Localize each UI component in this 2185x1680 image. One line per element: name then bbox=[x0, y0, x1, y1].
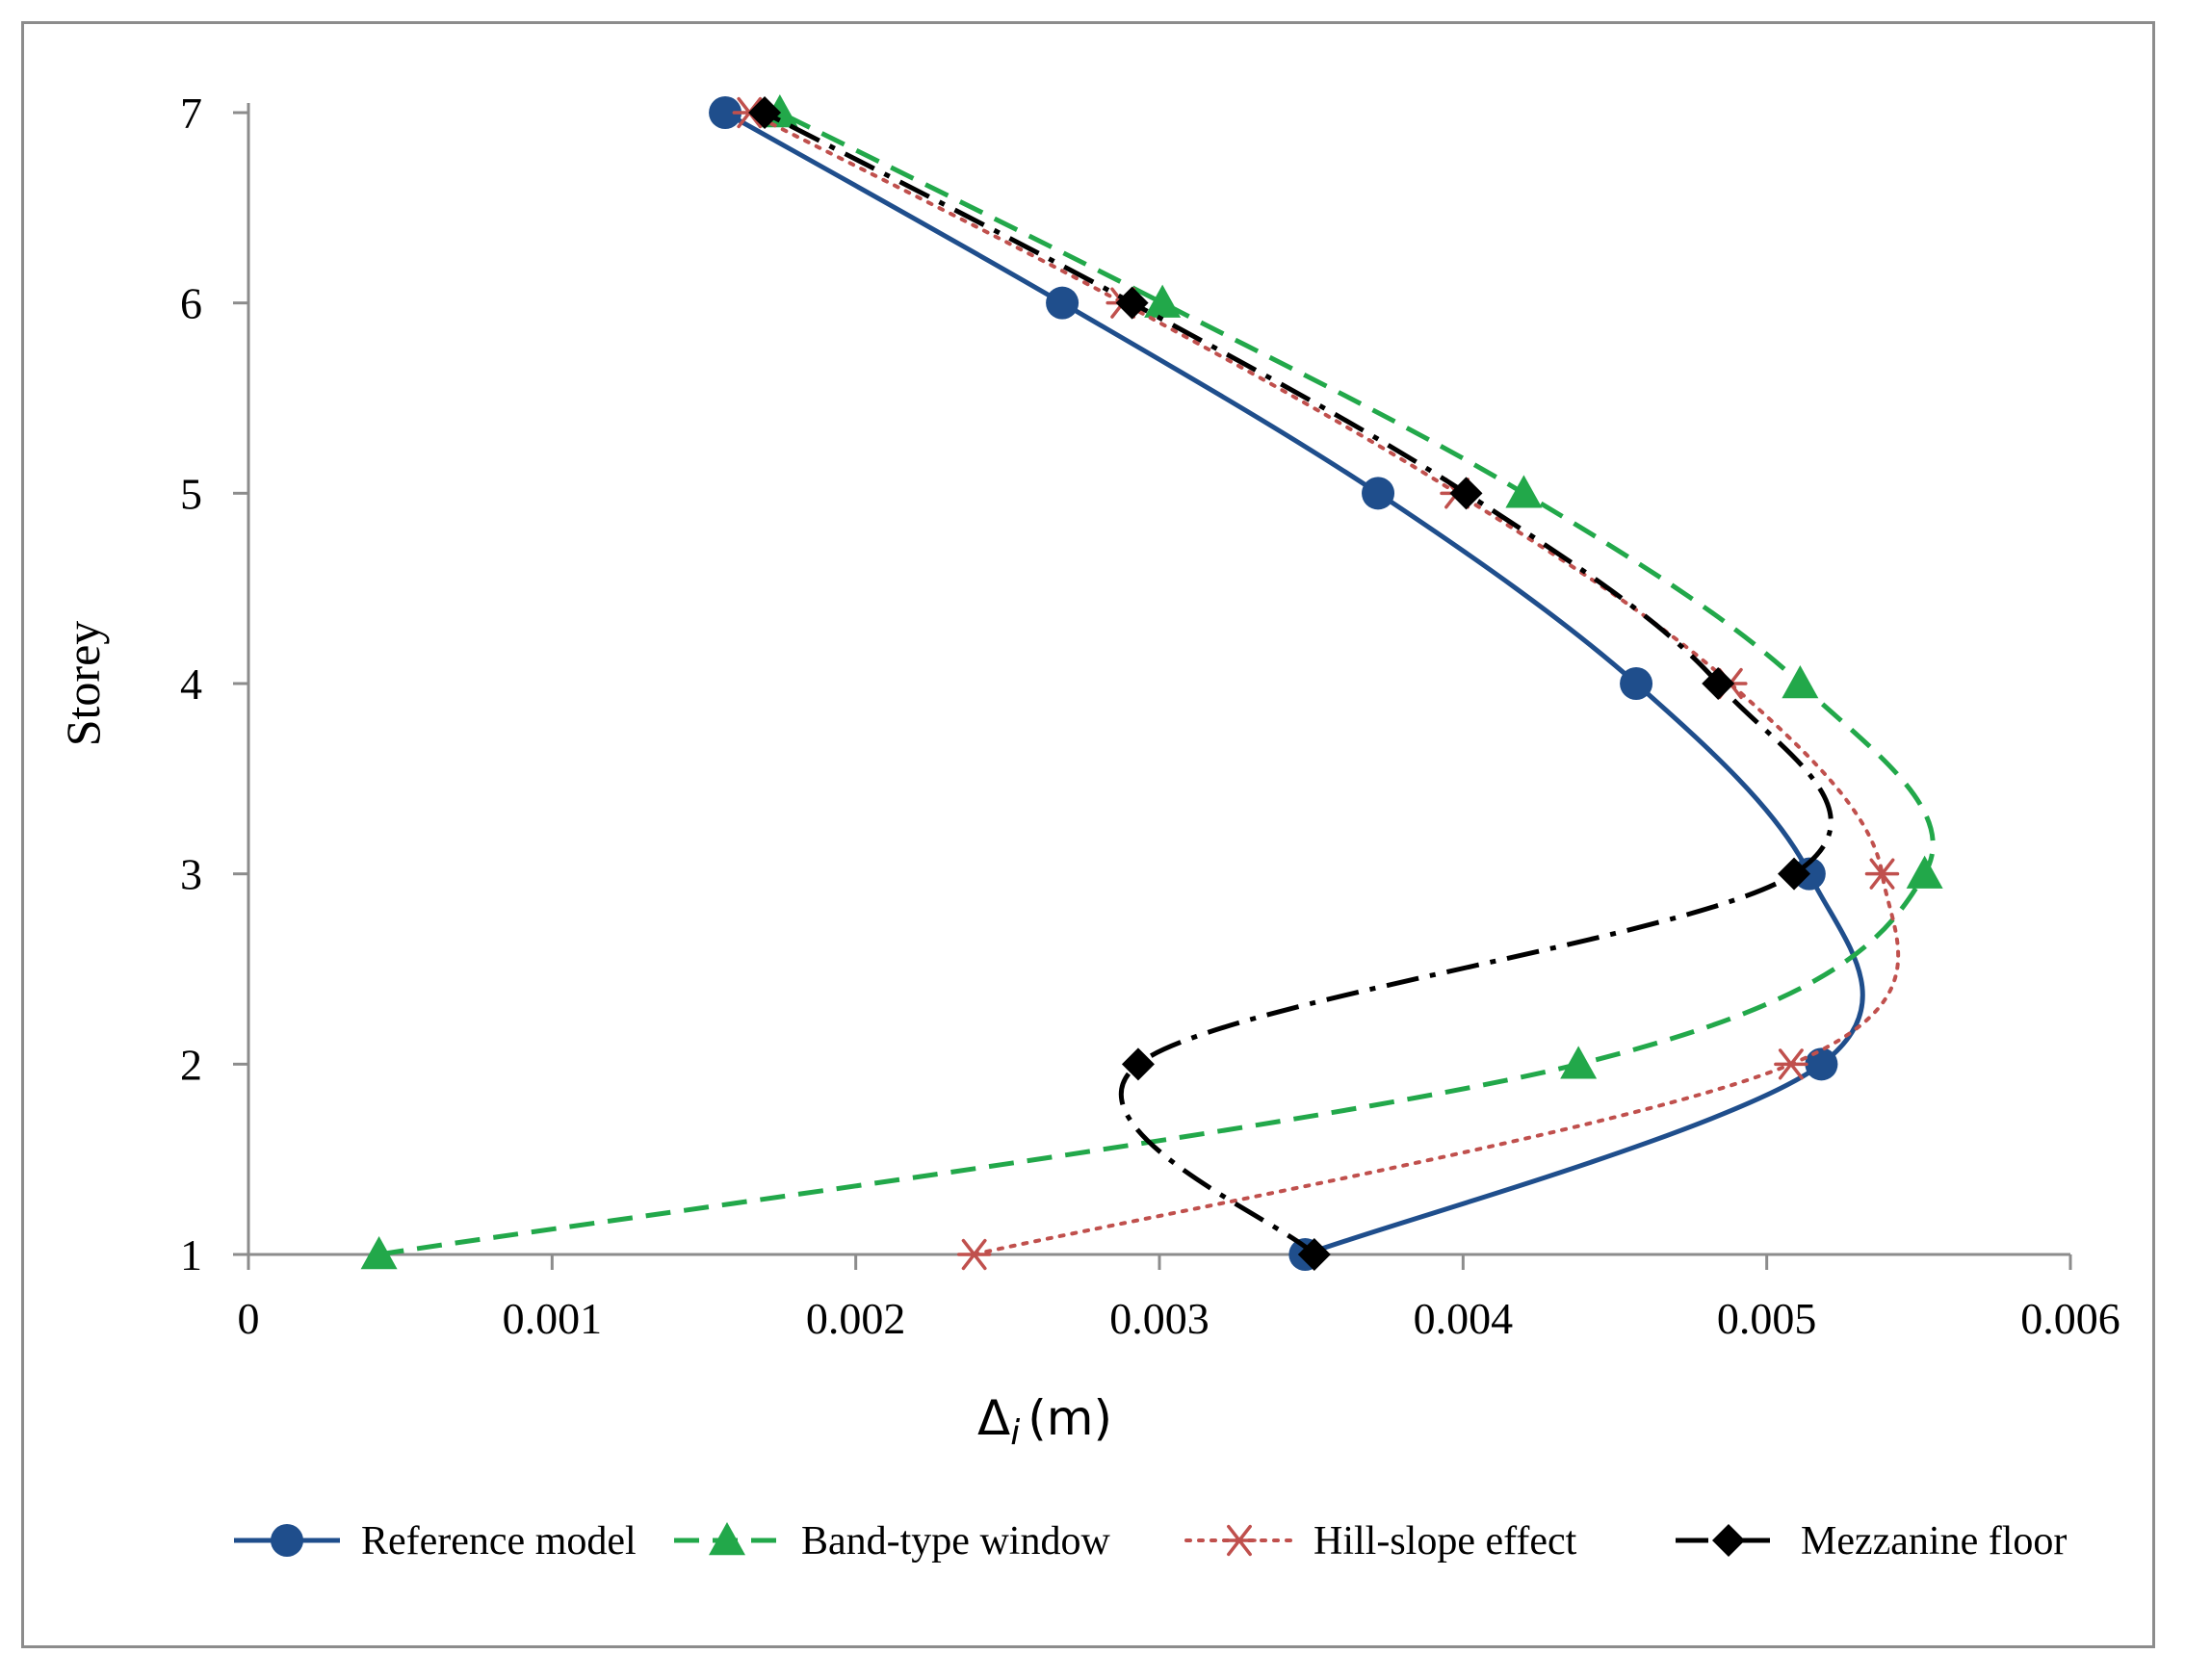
y-tick-label: 6 bbox=[180, 279, 202, 328]
legend-label: Reference model bbox=[361, 1519, 637, 1564]
y-tick-label: 2 bbox=[180, 1040, 202, 1089]
legend-marker bbox=[1222, 1524, 1257, 1557]
legend-label: Mezzanine floor bbox=[1801, 1519, 2067, 1564]
data-point bbox=[1046, 286, 1079, 320]
x-tick-label: 0.003 bbox=[1109, 1294, 1210, 1343]
series-line bbox=[763, 110, 1834, 1256]
x-axis-title-unit: (m) bbox=[1027, 1390, 1112, 1446]
marker-stroke bbox=[961, 1238, 987, 1271]
data-point bbox=[1362, 477, 1395, 510]
marker-stroke bbox=[1869, 858, 1895, 890]
legend: Reference model Band-type window Hill-slop… bbox=[234, 1519, 2067, 1564]
marker-stroke bbox=[1227, 1524, 1252, 1557]
data-point bbox=[1702, 667, 1735, 700]
data-point bbox=[1774, 1048, 1808, 1080]
y-tick-label: 1 bbox=[180, 1230, 202, 1279]
legend-item: Hill-slope effect bbox=[1184, 1519, 1577, 1564]
x-axis-title: Δi (m) bbox=[977, 1390, 1112, 1453]
y-tick-label: 7 bbox=[180, 89, 202, 138]
x-tick-label: 0.002 bbox=[806, 1294, 906, 1343]
data-point bbox=[1560, 1046, 1598, 1079]
legend-item: Mezzanine floor bbox=[1676, 1519, 2067, 1564]
x-tick-label: 0.004 bbox=[1414, 1294, 1514, 1343]
series-mezzanine-floor bbox=[748, 96, 1834, 1271]
legend-item: Band-type window bbox=[674, 1519, 1110, 1564]
y-tick-label: 5 bbox=[180, 469, 202, 518]
legend-item: Reference model bbox=[234, 1519, 637, 1564]
legend-label: Hill-slope effect bbox=[1314, 1519, 1577, 1564]
x-tick-label: 0.005 bbox=[1717, 1294, 1817, 1343]
data-point bbox=[1449, 477, 1483, 510]
series-reference-model bbox=[709, 96, 1865, 1271]
data-point bbox=[709, 96, 742, 129]
legend-marker bbox=[1712, 1524, 1745, 1557]
data-point bbox=[748, 96, 782, 129]
chart-frame bbox=[21, 21, 2155, 1648]
data-point bbox=[1778, 857, 1811, 891]
axes bbox=[233, 103, 2072, 1270]
data-point bbox=[1115, 286, 1149, 320]
series-line bbox=[723, 110, 1865, 1257]
data-point bbox=[1906, 855, 1943, 889]
legend-marker bbox=[709, 1522, 745, 1556]
data-point bbox=[1864, 858, 1900, 890]
data-point bbox=[1121, 1047, 1155, 1081]
x-axis-title-symbol: Δ bbox=[977, 1390, 1010, 1446]
data-point bbox=[1144, 284, 1182, 318]
x-tick-label: 0 bbox=[238, 1294, 260, 1343]
data-point bbox=[1805, 1047, 1838, 1081]
data-point bbox=[1297, 1238, 1331, 1271]
y-axis-title: Storey bbox=[56, 621, 110, 747]
series-line bbox=[378, 110, 1936, 1257]
x-tick-label: 0.001 bbox=[503, 1294, 603, 1343]
y-tick-label: 4 bbox=[180, 659, 202, 709]
data-point bbox=[1620, 667, 1653, 700]
series-layer bbox=[360, 94, 1943, 1271]
series-line bbox=[747, 111, 1901, 1256]
legend-marker bbox=[271, 1524, 303, 1557]
data-point bbox=[1782, 665, 1819, 699]
tick-labels: 1 2 3 4 5 6 7 0 0.001 0.002 0.003 0.004 0.005 0.006 bbox=[180, 89, 2120, 1343]
y-tick-label: 3 bbox=[180, 850, 202, 899]
legend-label: Band-type window bbox=[801, 1519, 1110, 1564]
x-axis-title-subscript: i bbox=[1010, 1413, 1020, 1453]
marker-stroke bbox=[1778, 1048, 1804, 1080]
data-point bbox=[360, 1236, 398, 1270]
x-tick-label: 0.006 bbox=[2020, 1294, 2120, 1343]
data-point bbox=[1505, 475, 1543, 508]
data-point bbox=[956, 1238, 992, 1271]
